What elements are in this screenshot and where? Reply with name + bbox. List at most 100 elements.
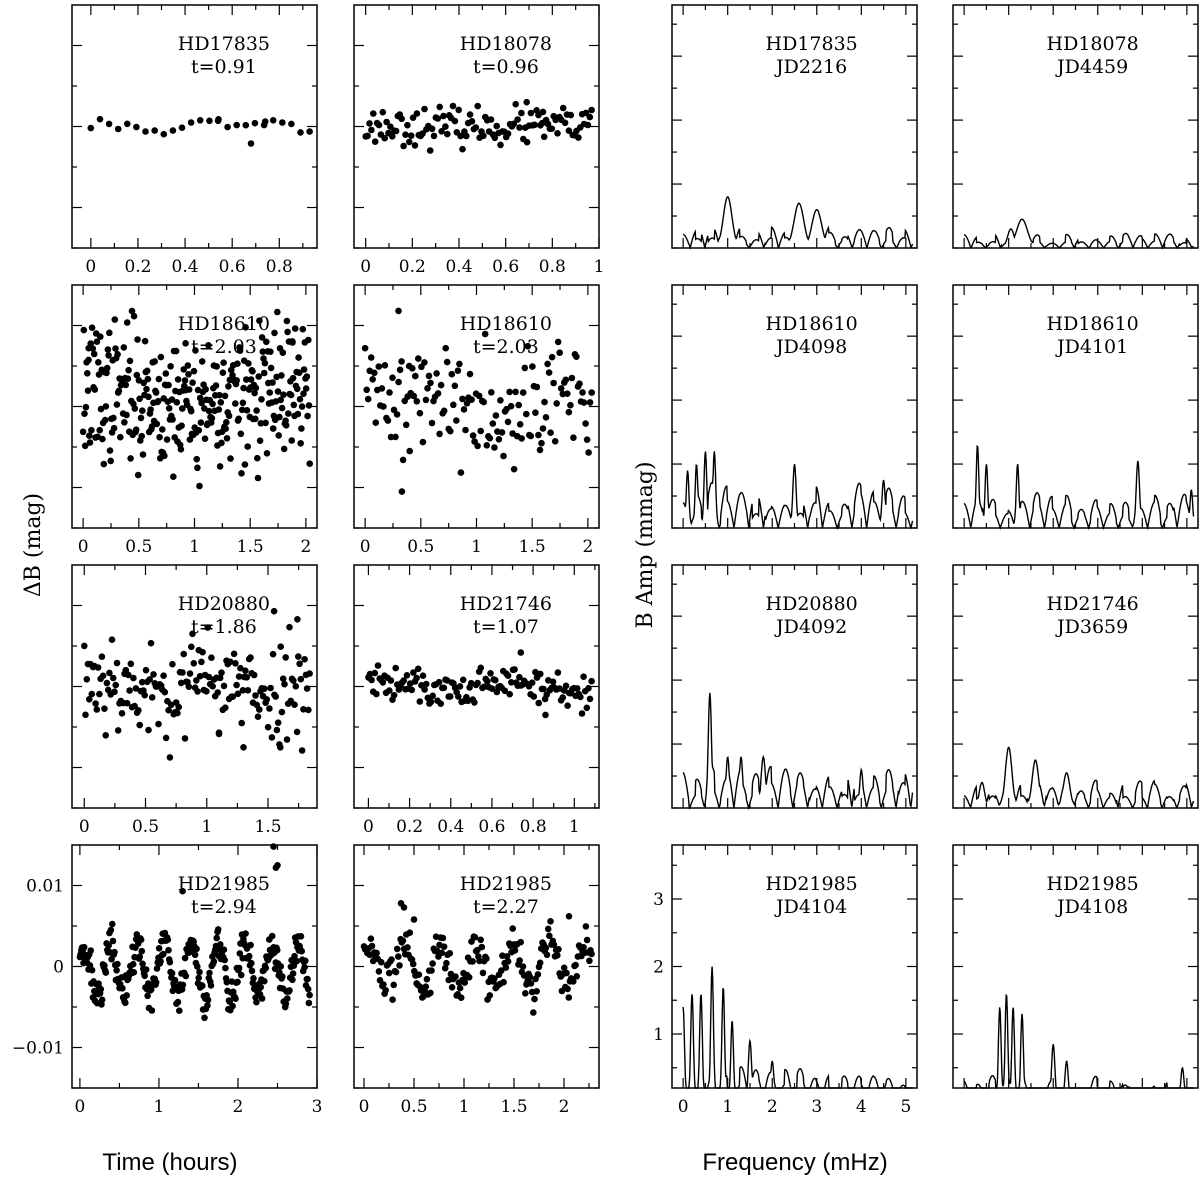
data-point bbox=[169, 660, 176, 668]
data-point bbox=[559, 104, 567, 112]
data-point bbox=[124, 120, 131, 128]
x-tick-label: 1.5 bbox=[237, 537, 264, 557]
data-point bbox=[266, 389, 274, 396]
data-point bbox=[238, 406, 246, 414]
data-point bbox=[178, 124, 186, 131]
data-point bbox=[481, 330, 489, 338]
data-point bbox=[296, 395, 304, 403]
data-point bbox=[442, 123, 449, 130]
data-point bbox=[510, 120, 518, 128]
data-point bbox=[229, 1002, 236, 1010]
data-point bbox=[301, 656, 308, 663]
data-point bbox=[369, 376, 377, 383]
data-point bbox=[514, 116, 521, 123]
data-point bbox=[564, 702, 571, 709]
x-tick-label: 4 bbox=[856, 1097, 867, 1117]
data-point bbox=[139, 407, 146, 415]
data-point bbox=[123, 699, 131, 707]
star-label: HD18610 bbox=[766, 313, 858, 335]
data-point bbox=[267, 364, 275, 372]
data-point bbox=[215, 729, 223, 736]
data-point bbox=[429, 692, 437, 700]
data-point bbox=[264, 723, 272, 731]
data-point bbox=[586, 113, 594, 121]
data-point bbox=[275, 432, 283, 439]
data-point bbox=[422, 983, 430, 990]
data-point bbox=[568, 374, 576, 382]
data-point bbox=[448, 370, 456, 378]
x-tick-label: 0 bbox=[360, 257, 371, 277]
data-point bbox=[201, 1014, 208, 1022]
data-point bbox=[448, 984, 456, 991]
data-point bbox=[403, 672, 411, 679]
data-point bbox=[247, 654, 254, 661]
data-point bbox=[113, 401, 121, 408]
data-point bbox=[105, 352, 112, 359]
data-point bbox=[582, 109, 590, 117]
data-point bbox=[296, 369, 303, 377]
data-point bbox=[216, 674, 224, 682]
data-point bbox=[86, 439, 94, 446]
data-point bbox=[456, 683, 464, 690]
data-point bbox=[283, 317, 291, 325]
data-point bbox=[402, 421, 410, 429]
data-point bbox=[222, 704, 229, 711]
sub-label: t=2.03 bbox=[473, 336, 539, 358]
data-point bbox=[539, 108, 547, 116]
data-point bbox=[256, 317, 263, 325]
data-point bbox=[526, 973, 534, 981]
data-point bbox=[459, 145, 466, 153]
data-point bbox=[379, 679, 387, 686]
data-point bbox=[157, 353, 165, 361]
data-point bbox=[269, 425, 277, 432]
data-point bbox=[456, 360, 463, 368]
data-point bbox=[143, 385, 150, 393]
data-point bbox=[395, 953, 402, 960]
data-point bbox=[544, 360, 551, 368]
data-point bbox=[450, 401, 457, 409]
data-point bbox=[81, 410, 88, 418]
data-point bbox=[386, 687, 393, 694]
data-point bbox=[82, 403, 90, 411]
data-point bbox=[237, 430, 245, 438]
data-point bbox=[270, 607, 278, 615]
data-point bbox=[567, 111, 575, 119]
data-point bbox=[114, 727, 122, 734]
data-point bbox=[527, 432, 535, 440]
data-point bbox=[109, 937, 117, 945]
data-point bbox=[170, 473, 177, 481]
data-point bbox=[286, 623, 293, 631]
scatter-points bbox=[361, 307, 595, 495]
data-point bbox=[439, 934, 447, 942]
data-point bbox=[368, 676, 375, 684]
data-point bbox=[196, 117, 204, 124]
data-point bbox=[437, 700, 445, 707]
data-point bbox=[449, 102, 457, 110]
data-point bbox=[500, 452, 507, 460]
data-point bbox=[517, 649, 525, 656]
data-point bbox=[576, 380, 583, 388]
data-point bbox=[398, 115, 406, 123]
data-point bbox=[139, 451, 147, 458]
data-point bbox=[440, 943, 448, 950]
data-point bbox=[583, 936, 591, 944]
data-point bbox=[161, 452, 168, 460]
x-tick-label: 1 bbox=[722, 1097, 733, 1117]
data-point bbox=[235, 415, 242, 423]
data-point bbox=[115, 387, 123, 395]
data-point bbox=[463, 400, 471, 407]
x-tick-label: 0 bbox=[85, 257, 96, 277]
data-point bbox=[531, 121, 538, 129]
data-point bbox=[370, 110, 377, 117]
data-point bbox=[305, 999, 313, 1007]
data-point bbox=[165, 381, 172, 389]
data-point bbox=[491, 444, 498, 451]
data-point bbox=[144, 992, 151, 1000]
data-point bbox=[113, 967, 120, 974]
data-point bbox=[88, 966, 96, 974]
data-point bbox=[195, 974, 202, 982]
data-point bbox=[127, 660, 135, 668]
data-point bbox=[480, 683, 488, 691]
data-point bbox=[421, 686, 428, 693]
data-point bbox=[442, 344, 450, 352]
